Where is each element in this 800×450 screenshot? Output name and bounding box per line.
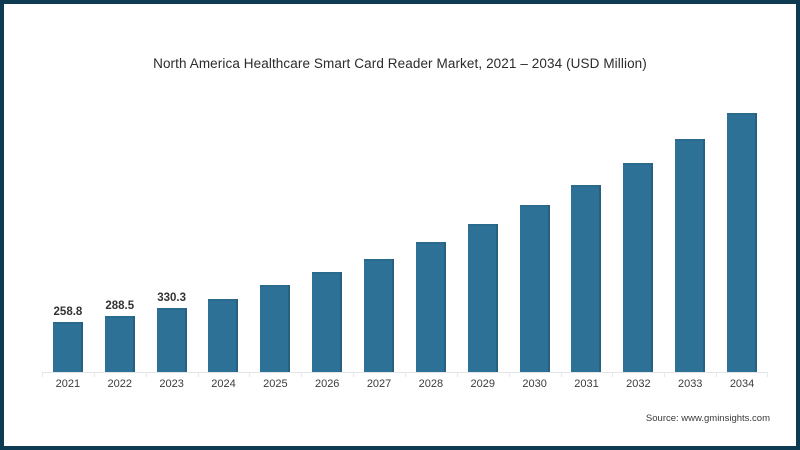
bar-value-label-2022: 288.5 bbox=[105, 299, 135, 312]
x-axis-label-2025: 2025 bbox=[263, 378, 288, 390]
bar-group bbox=[405, 96, 457, 372]
x-axis-label-2022: 2022 bbox=[107, 378, 132, 390]
bar-2025[interactable] bbox=[260, 284, 291, 372]
bar-2024[interactable] bbox=[208, 299, 239, 372]
bar-2032[interactable] bbox=[623, 163, 654, 372]
x-axis-ticks bbox=[42, 372, 768, 377]
x-axis-label-2021: 2021 bbox=[55, 378, 81, 390]
chart-title: North America Healthcare Smart Card Read… bbox=[153, 56, 647, 71]
x-axis-tick bbox=[42, 372, 43, 377]
bar-group bbox=[509, 96, 561, 372]
bar-2033[interactable] bbox=[675, 138, 706, 372]
bar-group bbox=[301, 96, 353, 372]
bar-group: 288.5 bbox=[94, 96, 146, 372]
bar-group bbox=[353, 96, 405, 372]
x-axis-tick bbox=[456, 372, 458, 377]
x-axis-label-2024: 2024 bbox=[211, 378, 236, 390]
x-axis-tick bbox=[767, 372, 768, 377]
x-axis-label-row: 2021 2022 2023 2024 2025 2026 2027 2028 2029 2030… bbox=[42, 378, 768, 396]
x-axis-tick bbox=[145, 372, 147, 377]
x-axis-tick bbox=[664, 372, 666, 377]
bar-value-label-2023: 330.3 bbox=[157, 291, 187, 304]
bar-group bbox=[198, 96, 250, 372]
source-attribution: Source: www.gminsights.com bbox=[645, 413, 770, 424]
x-axis-label-2027: 2027 bbox=[366, 378, 392, 390]
bar-2026[interactable] bbox=[312, 271, 343, 372]
x-axis-label-2032: 2032 bbox=[626, 378, 651, 390]
bar-group bbox=[249, 96, 301, 372]
x-axis-label-2026: 2026 bbox=[314, 378, 340, 390]
bar-group bbox=[716, 96, 768, 372]
bar-2029[interactable] bbox=[467, 224, 498, 372]
x-axis-label-2023: 2023 bbox=[159, 378, 184, 390]
bar-2028[interactable] bbox=[415, 241, 446, 372]
chart-canvas: North America Healthcare Smart Card Read… bbox=[4, 4, 796, 446]
bar-2031[interactable] bbox=[571, 185, 602, 372]
bar-group: 330.3 bbox=[146, 96, 198, 372]
x-axis-label-2031: 2031 bbox=[574, 378, 599, 390]
x-axis-label-2029: 2029 bbox=[470, 378, 495, 390]
bar-group bbox=[457, 96, 509, 372]
x-axis-tick bbox=[508, 372, 510, 377]
bar-2027[interactable] bbox=[364, 259, 395, 372]
x-axis-tick bbox=[353, 372, 355, 377]
x-axis-tick bbox=[716, 372, 718, 377]
bar-2034[interactable] bbox=[727, 112, 758, 372]
bar-group bbox=[561, 96, 613, 372]
x-axis-tick bbox=[249, 372, 251, 377]
x-axis-tick bbox=[560, 372, 562, 377]
bar-2030[interactable] bbox=[519, 204, 550, 372]
bar-2022[interactable] bbox=[104, 315, 135, 372]
x-axis-tick bbox=[93, 372, 95, 377]
x-axis-label-2033: 2033 bbox=[677, 378, 703, 390]
bar-2021[interactable] bbox=[52, 321, 83, 372]
x-axis-label-2028: 2028 bbox=[418, 378, 444, 390]
bar-group bbox=[612, 96, 664, 372]
bar-2023[interactable] bbox=[156, 307, 187, 372]
bar-group bbox=[664, 96, 716, 372]
x-axis-label-2034: 2034 bbox=[729, 378, 755, 390]
x-axis-label-2030: 2030 bbox=[522, 378, 547, 390]
bar-group: 258.8 bbox=[42, 96, 94, 372]
x-axis-tick bbox=[301, 372, 303, 377]
plot-area: 258.8 288.5 330.3 bbox=[42, 96, 768, 372]
x-axis-tick bbox=[612, 372, 614, 377]
bar-value-label-2021: 258.8 bbox=[53, 305, 83, 318]
x-axis-tick bbox=[197, 372, 199, 377]
x-axis-tick bbox=[405, 372, 406, 377]
